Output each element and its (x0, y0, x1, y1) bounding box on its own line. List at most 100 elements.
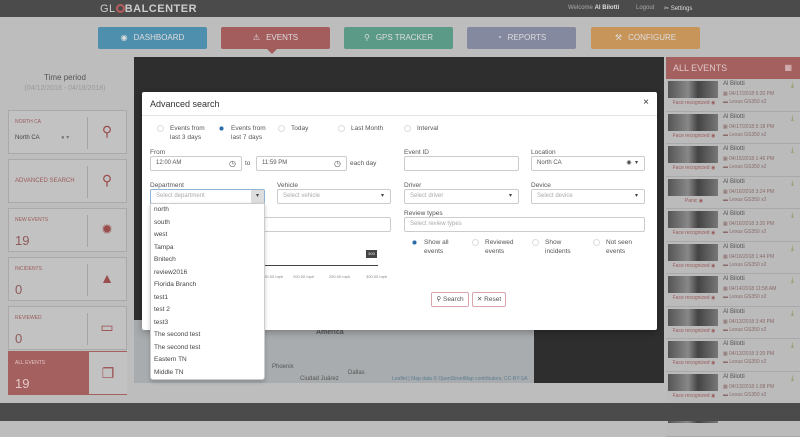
nav-tab-gps-tracker[interactable]: ⚲ GPS TRACKER (344, 27, 453, 49)
department-option[interactable]: north (154, 206, 169, 213)
event-list-item[interactable]: Face recognized ◉ Al Bilotti ▦ 04/13/2018 … (666, 306, 800, 339)
nav-tab-reports[interactable]: ◔ REPORTS (467, 27, 576, 49)
event-thumbnail[interactable] (668, 81, 718, 98)
radio-button[interactable] (472, 239, 479, 246)
all-events-card[interactable]: ALL EVENTS 19 ❐ (8, 351, 127, 395)
department-option[interactable]: test1 (154, 293, 169, 301)
department-option[interactable]: The second test (154, 331, 201, 338)
advanced-search-card[interactable]: ADVANCED SEARCH ⚲ (8, 159, 127, 203)
review-filter-radio[interactable]: Reviewed events (472, 238, 514, 256)
chevron-down-icon[interactable]: ▾ (380, 193, 384, 199)
new-events-card[interactable]: NEW EVENTS 19 ✹ (8, 208, 127, 252)
period-radio[interactable]: Events from last 3 days (157, 124, 205, 142)
eye-icon[interactable]: ◉ (710, 230, 716, 236)
clear-and-chevron-icon[interactable]: ◉ ▾ (626, 160, 638, 166)
nav-tab-dashboard[interactable]: ◉ DASHBOARD (98, 27, 207, 49)
eye-icon[interactable]: ◉ (710, 165, 716, 171)
nav-tab-events[interactable]: ⚠ EVENTS (221, 27, 330, 49)
clear-icon[interactable]: ● ▾ (61, 135, 70, 141)
location-card[interactable]: NORTH CA North CA ● ▾ ⚲ (8, 110, 127, 154)
review-filter-radio[interactable]: Show all events (411, 238, 449, 256)
department-option[interactable]: The second test (154, 343, 201, 351)
department-option[interactable]: test3 (154, 318, 169, 326)
eye-icon[interactable]: ◉ (710, 360, 716, 366)
period-radio[interactable]: Today (278, 124, 308, 133)
device-select[interactable]: Select device ▾ (531, 189, 645, 204)
event-thumbnail[interactable] (668, 113, 718, 131)
event-list-item[interactable]: Panic ◉ Al Bilotti ▦ 04/16/2018 3:24 PM ▬ L… (666, 176, 800, 209)
department-option[interactable]: Eastern TN (154, 356, 187, 363)
download-icon[interactable]: ⤓ (790, 342, 794, 349)
incidents-card[interactable]: INCIDENTS 0 ▲ (8, 257, 127, 301)
from-time-input[interactable]: 12:00 AM ◷ (150, 156, 242, 171)
review-filter-radio[interactable]: Show incidents (532, 238, 571, 256)
download-icon[interactable]: ⤓ (790, 147, 794, 154)
chevron-down-icon[interactable]: ▾ (508, 193, 512, 199)
driver-select[interactable]: Select driver ▾ (404, 189, 519, 204)
radio-button[interactable] (157, 125, 164, 132)
period-radio[interactable]: Last Month (338, 124, 383, 133)
download-icon[interactable]: ⤓ (790, 179, 794, 187)
search-button[interactable]: ⚲ Search (431, 292, 469, 307)
download-icon[interactable]: ⤓ (790, 277, 794, 284)
close-icon[interactable]: × (643, 97, 649, 108)
radio-button[interactable] (278, 125, 285, 132)
chevron-down-icon[interactable]: ▾ (634, 193, 638, 199)
department-option[interactable]: Florida Branch (154, 281, 197, 288)
clock-icon[interactable]: ◷ (334, 159, 341, 168)
event-thumbnail[interactable] (668, 146, 718, 163)
event-thumbnail[interactable] (668, 341, 718, 358)
speed-slider-track[interactable] (265, 265, 378, 266)
eye-icon[interactable]: ◉ (710, 392, 716, 399)
event-list-item[interactable]: Face recognized ◉ Al Bilotti ▦ 04/16/2018 … (666, 209, 800, 242)
event-list-item[interactable]: Face recognized ◉ Al Bilotti ▦ 04/14/2018 … (666, 274, 800, 307)
radio-button[interactable] (404, 125, 411, 132)
event-list-item[interactable]: Face recognized ◉ Al Bilotti ▦ 04/13/2018 … (666, 339, 800, 372)
event-list-item[interactable]: Face recognized ◉ Al Bilotti ▦ 04/16/2018 … (666, 241, 800, 274)
clock-icon[interactable]: ◷ (229, 159, 236, 168)
nav-tab-configure[interactable]: ⚒ CONFIGURE (591, 27, 700, 49)
reviewed-card[interactable]: REVIEWED 0 ▭ (8, 306, 127, 350)
event-thumbnail[interactable] (668, 308, 718, 326)
vehicle-select[interactable]: Select vehicle ▾ (277, 189, 391, 204)
eye-icon[interactable]: ◉ (710, 295, 716, 301)
department-select[interactable]: Select department ▾ (150, 189, 265, 204)
review-types-select[interactable]: Select review types (404, 217, 645, 232)
download-icon[interactable]: ⤓ (790, 374, 794, 382)
event-thumbnail[interactable] (668, 211, 718, 228)
download-icon[interactable]: ⤓ (790, 309, 794, 317)
period-radio[interactable]: Interval (404, 124, 438, 133)
department-option[interactable]: Tampa (154, 243, 174, 251)
period-radio[interactable]: Events from last 7 days (218, 124, 266, 142)
radio-button[interactable] (532, 239, 539, 246)
department-option[interactable]: test 2 (154, 306, 170, 313)
event-list-item[interactable]: Face recognized ◉ Al Bilotti ▦ 04/17/2018 … (666, 79, 800, 112)
event-list-item[interactable]: Face recognized ◉ Al Bilotti ▦ 04/13/2018 … (666, 371, 800, 404)
radio-button[interactable] (411, 239, 418, 246)
event-thumbnail[interactable] (668, 243, 718, 261)
event-thumbnail[interactable] (668, 373, 718, 391)
reset-button[interactable]: ✕ Reset (472, 292, 506, 307)
to-time-input[interactable]: 11:59 PM ◷ (256, 156, 347, 171)
event-list-item[interactable]: Face recognized ◉ Al Bilotti ▦ 04/15/2018 … (666, 144, 800, 177)
download-icon[interactable]: ⤓ (790, 82, 794, 89)
radio-button[interactable] (593, 239, 600, 246)
department-option[interactable]: Middle TN (154, 368, 184, 376)
department-option[interactable]: review2016 (154, 268, 188, 276)
map-attribution[interactable]: Leaflet | Map data © OpenStreetMap contr… (392, 376, 528, 382)
eye-icon[interactable]: ◉ (710, 262, 716, 269)
department-option[interactable]: west (154, 231, 168, 238)
radio-button[interactable] (218, 125, 225, 132)
calendar-icon[interactable]: ▦ (784, 63, 792, 72)
chevron-down-icon[interactable]: ▾ (251, 190, 264, 203)
event-list-item[interactable]: Face recognized ◉ Al Bilotti ▦ 04/17/2018 … (666, 111, 800, 144)
department-option[interactable]: south (154, 218, 170, 226)
location-select[interactable]: North CA (15, 135, 40, 141)
location-select[interactable]: North CA ◉ ▾ (531, 156, 645, 171)
logout-link[interactable]: Logout (636, 5, 655, 11)
event-id-input[interactable] (404, 156, 519, 171)
event-thumbnail[interactable] (668, 276, 718, 293)
radio-button[interactable] (338, 125, 345, 132)
speed-slider-handle[interactable]: 300 (366, 250, 377, 258)
event-thumbnail[interactable] (668, 178, 718, 196)
